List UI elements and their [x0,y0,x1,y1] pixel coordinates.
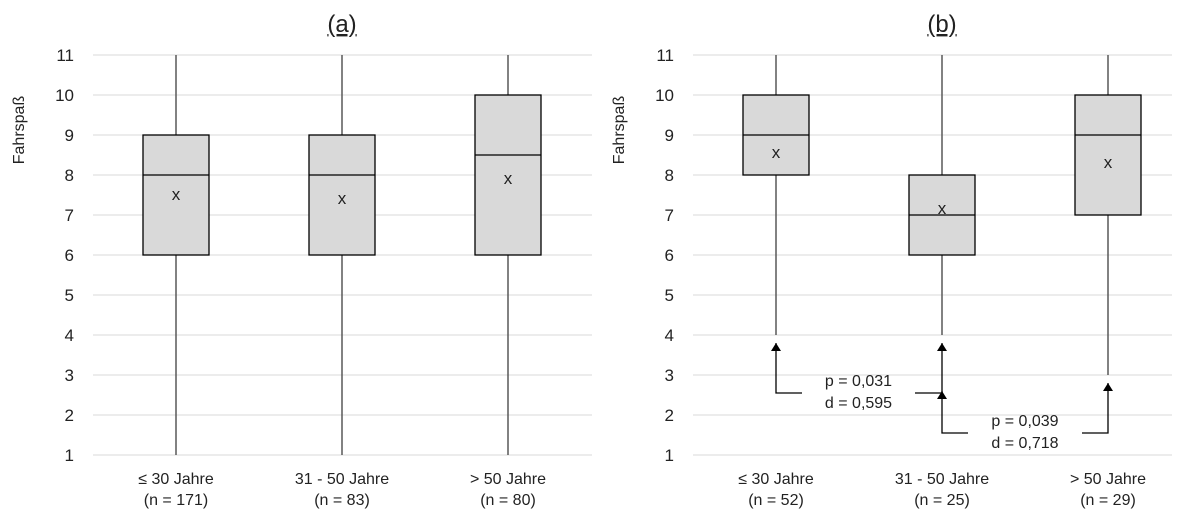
chart-title: (a) [327,11,356,38]
y-tick-label: 3 [665,366,674,385]
arrow-head [771,343,781,351]
y-tick-label: 2 [65,406,74,425]
y-axis-label: Fahrspaß [611,96,628,165]
significance-annotation: p = 0,031 d = 0,595 [771,343,947,412]
box-iqr [474,94,542,256]
effect-size-label: d = 0,718 [991,435,1058,452]
x-category-label: ≤ 30 Jahre [138,471,214,488]
x-category-count: (n = 52) [748,492,804,509]
x-category-count: (n = 80) [480,492,536,509]
x-category-label: > 50 Jahre [470,471,546,488]
y-tick-label: 5 [665,286,674,305]
x-category-label: ≤ 30 Jahre [738,471,814,488]
y-tick-label: 9 [65,126,74,145]
y-tick-label: 1 [65,446,74,465]
box-1: x [142,55,210,455]
arrow-head [1103,383,1113,391]
mean-marker: x [1104,153,1113,172]
arrow-head [937,391,947,399]
box-2: x [908,55,976,335]
effect-size-label: d = 0,595 [825,395,892,412]
x-category-label: 31 - 50 Jahre [895,471,989,488]
x-category-count: (n = 83) [314,492,370,509]
x-category-label: 31 - 50 Jahre [295,471,389,488]
mean-marker: x [338,189,347,208]
x-category-count: (n = 29) [1080,492,1136,509]
annotation-bracket-left [941,391,968,434]
significance-annotation: p = 0,039 d = 0,718 [937,383,1113,452]
y-tick-label: 11 [56,46,74,65]
box-iqr [142,134,210,256]
p-value-label: p = 0,039 [991,413,1058,430]
y-axis-label: Fahrspaß [11,96,28,165]
chart-title: (b) [927,11,956,38]
y-tick-label: 2 [665,406,674,425]
y-tick-label: 6 [665,246,674,265]
y-tick-label: 8 [65,166,74,185]
y-tick-label: 7 [65,206,74,225]
annotation-bracket-left [775,343,802,394]
x-category-count: (n = 171) [144,492,208,509]
chart-panel-a: (a) Fahrspaß 1 2 3 4 5 6 7 8 9 10 11 x ≤ 30 Jahre (n = … [11,11,592,509]
x-category-count: (n = 25) [914,492,970,509]
box-iqr [308,134,376,256]
annotation-bracket-right [1082,383,1109,434]
chart-panel-b: (b) Fahrspaß 1 2 3 4 5 6 7 8 9 10 11 x ≤ 30 Jahre (n = … [611,11,1172,509]
y-tick-label: 8 [665,166,674,185]
x-category-label: > 50 Jahre [1070,471,1146,488]
box-2: x [308,55,376,455]
y-tick-label: 6 [65,246,74,265]
y-tick-label: 10 [55,86,74,105]
y-tick-label: 4 [65,326,74,345]
y-tick-label: 1 [665,446,674,465]
mean-marker: x [772,143,781,162]
box-iqr [1074,94,1142,216]
mean-marker: x [172,185,181,204]
y-tick-label: 9 [665,126,674,145]
y-tick-label: 5 [65,286,74,305]
box-3: x [474,55,542,455]
y-tick-label: 11 [656,46,674,65]
p-value-label: p = 0,031 [825,373,892,390]
box-3: x [1074,55,1142,375]
y-tick-label: 10 [655,86,674,105]
arrow-head [937,343,947,351]
mean-marker: x [504,169,513,188]
y-tick-label: 3 [65,366,74,385]
mean-marker: x [938,199,947,218]
y-tick-label: 4 [665,326,674,345]
y-tick-label: 7 [665,206,674,225]
box-1: x [742,55,810,335]
